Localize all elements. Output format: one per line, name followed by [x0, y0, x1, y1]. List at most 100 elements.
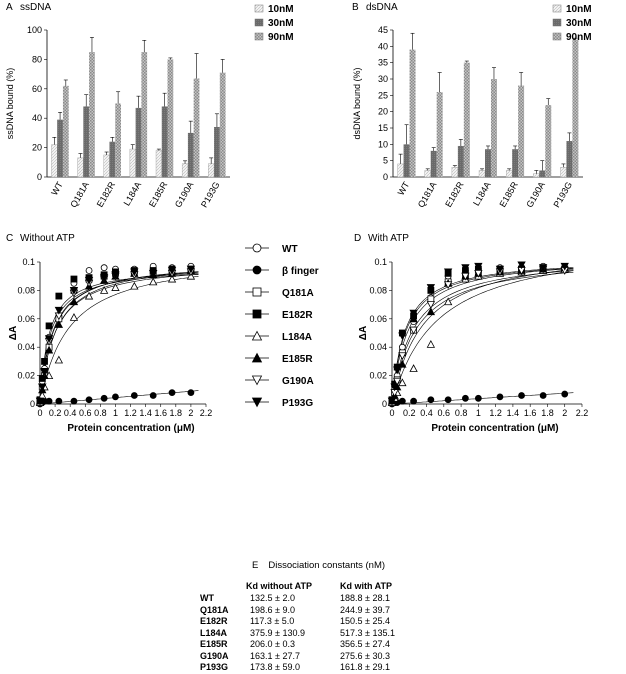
fit-curve — [39, 271, 199, 405]
panel-title: dsDNA — [366, 2, 398, 13]
table-header-cell: Kd with ATP — [340, 581, 392, 591]
bar — [505, 170, 513, 178]
y-tick-label: 80 — [32, 54, 42, 64]
legend-label: L184A — [282, 332, 312, 343]
table-row-header: L184A — [200, 627, 228, 638]
table-body: WT 132.5 ± 2.0 188.8 ± 28.1 Q181A 198.6 ± 9.… — [200, 593, 440, 674]
data-point — [251, 375, 263, 386]
data-point — [409, 326, 418, 335]
data-point — [167, 267, 177, 275]
fit-curve — [39, 271, 199, 405]
data-point — [409, 364, 418, 372]
x-tick-label: 1 — [476, 408, 481, 418]
x-tick-label: 0.4 — [64, 408, 77, 418]
y-tick-label: 0.06 — [369, 314, 387, 324]
table-cell: 161.8 ± 29.1 — [340, 662, 390, 672]
category-label: P193G — [551, 180, 574, 209]
legend-swatch — [254, 4, 264, 13]
x-tick-label: 1 — [113, 408, 118, 418]
data-point — [461, 264, 470, 273]
panel-letter: A — [6, 2, 13, 13]
bar — [430, 150, 437, 177]
data-point — [427, 396, 435, 404]
x-tick-label: 2 — [188, 408, 193, 418]
category-label: P193G — [199, 180, 222, 209]
data-point — [55, 397, 63, 405]
category-label: WT — [49, 180, 65, 198]
y-tick-label: 5 — [383, 156, 388, 166]
x-axis-label: Protein concentration (μM) — [431, 423, 558, 434]
bar — [397, 163, 404, 178]
legend-swatch — [552, 18, 562, 27]
y-tick-label: 25 — [378, 90, 388, 100]
data-point — [495, 265, 505, 274]
data-point — [398, 332, 407, 341]
panel-title: With ATP — [368, 233, 409, 244]
bar — [545, 105, 552, 177]
table-row: G190A 163.1 ± 27.7 275.6 ± 30.3 — [200, 651, 440, 663]
data-point — [443, 297, 453, 306]
y-tick-label: 15 — [378, 123, 388, 133]
data-point — [54, 306, 64, 315]
data-point — [38, 383, 47, 392]
data-point — [130, 281, 139, 290]
y-tick-label: 40 — [32, 113, 42, 123]
data-point — [496, 393, 504, 401]
bar — [103, 154, 110, 178]
category-label: Q181A — [416, 180, 439, 209]
x-tick-label: 0.6 — [438, 408, 451, 418]
x-tick-label: 0.8 — [455, 408, 468, 418]
table-row: E185R 206.0 ± 0.3 356.5 ± 27.4 — [200, 639, 440, 651]
data-point — [99, 286, 109, 294]
panel-letter: D — [354, 233, 361, 244]
legend-swatch — [552, 32, 562, 41]
data-point — [251, 397, 263, 408]
bar — [478, 170, 486, 178]
y-tick-label: 0.08 — [369, 285, 387, 295]
data-point — [443, 281, 453, 290]
category-label: G190A — [524, 180, 547, 209]
data-point — [100, 264, 108, 272]
legend-label: 90nM — [566, 32, 592, 43]
data-point — [252, 287, 262, 297]
x-tick-label: 1.6 — [154, 408, 167, 418]
bar — [485, 149, 491, 177]
x-tick-label: 0 — [389, 408, 394, 418]
table-cell: 150.5 ± 25.4 — [340, 616, 390, 626]
y-tick-label: 0.04 — [369, 342, 387, 352]
bar — [490, 79, 497, 177]
table-row: Q181A 198.6 ± 9.0 244.9 ± 39.7 — [200, 605, 440, 617]
x-tick-label: 0.6 — [79, 408, 92, 418]
y-axis-label: ΔA — [358, 326, 369, 340]
data-point — [112, 393, 119, 401]
data-point — [187, 389, 195, 397]
data-point — [251, 330, 263, 341]
legend-label: E185R — [282, 354, 313, 365]
data-point — [70, 275, 78, 283]
data-point — [40, 367, 49, 376]
y-tick-label: 60 — [32, 84, 42, 94]
bar — [457, 145, 464, 177]
legend-label: 30nM — [268, 18, 294, 29]
bar — [135, 107, 142, 177]
data-point — [398, 352, 407, 361]
x-tick-label: 0 — [37, 408, 42, 418]
y-tick-label: 10 — [378, 139, 388, 149]
bar — [167, 59, 174, 177]
data-point — [426, 284, 436, 292]
y-axis-label: ΔA — [8, 326, 19, 340]
y-tick-label: 100 — [27, 25, 42, 35]
table-row: WT 132.5 ± 2.0 188.8 ± 28.1 — [200, 593, 440, 605]
panel-e-header: E Dissociation constants (nM) — [252, 560, 385, 571]
x-tick-label: 2.2 — [576, 408, 589, 418]
y-axis-label: dsDNA bound (%) — [352, 67, 362, 139]
fit-curve — [39, 274, 199, 405]
data-point — [462, 394, 469, 402]
fit-curve — [39, 276, 199, 405]
legend-swatch — [552, 4, 562, 13]
data-point — [409, 314, 418, 323]
dissociation-table: Kd without ATP Kd with ATP WT 132.5 ± 2.0… — [200, 581, 440, 674]
bar — [193, 78, 200, 177]
data-point — [168, 389, 176, 397]
data-point — [149, 269, 158, 278]
